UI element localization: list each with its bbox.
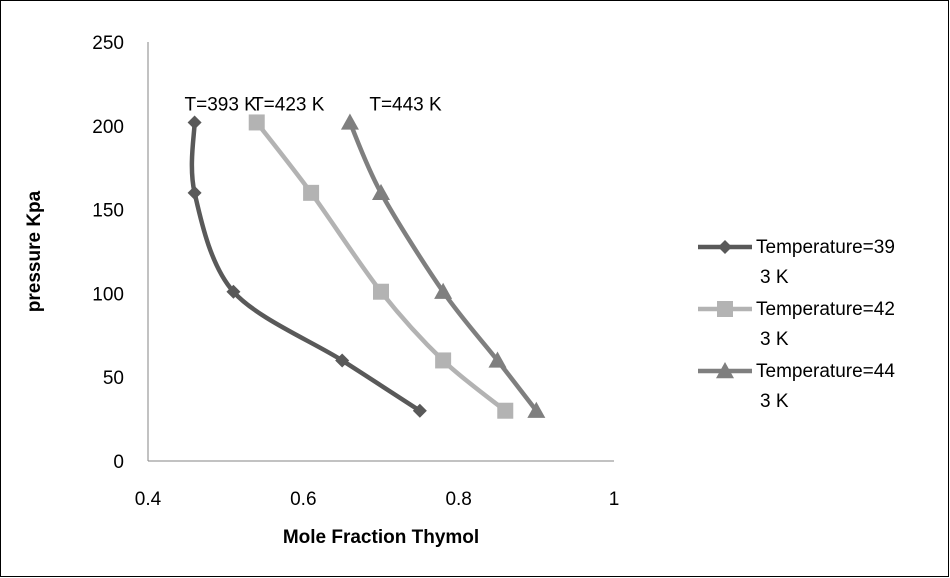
y-tick-label: 0 [113, 452, 124, 473]
y-tick-labels: 0 50 100 150 200 250 [92, 33, 124, 473]
series-annotation: T=423 K [252, 95, 325, 116]
data-point [527, 401, 546, 418]
data-point [248, 114, 265, 131]
series-annotation: T=443 K [369, 95, 442, 116]
legend-marker [718, 240, 732, 254]
legend-label: 3 K [760, 267, 789, 288]
data-point [412, 403, 427, 418]
y-tick-label: 150 [92, 201, 124, 222]
x-tick-label: 0.8 [445, 489, 471, 510]
legend-label: 3 K [760, 329, 789, 350]
legend-label: 3 K [760, 391, 789, 412]
annotations: T=393 KT=423 K T=443 K [185, 95, 443, 116]
data-point [373, 283, 389, 300]
series-0 [187, 115, 427, 418]
y-tick-label: 100 [92, 284, 124, 305]
data-point [187, 115, 202, 130]
legend-marker [716, 362, 734, 379]
legend-label: Temperature=44 [756, 361, 895, 382]
data-point [434, 282, 453, 299]
y-tick-label: 200 [92, 117, 124, 138]
series-1 [248, 114, 514, 419]
series-annotation: T=393 K [185, 95, 258, 116]
y-axis-title: pressure Kpa [24, 190, 45, 312]
x-tick-label: 0.6 [290, 489, 316, 510]
x-tick-label: 0.4 [135, 489, 162, 510]
series-line [254, 120, 508, 413]
series-2 [340, 113, 546, 418]
x-tick-labels: 0.4 0.6 0.8 1 [135, 489, 620, 510]
data-point [303, 184, 320, 201]
data-point [435, 352, 452, 369]
data-point [335, 353, 350, 368]
legend-marker [717, 301, 733, 317]
data-point [488, 351, 507, 368]
data-point [340, 113, 359, 130]
legend-label: Temperature=42 [756, 299, 895, 320]
x-tick-label: 1 [609, 489, 620, 510]
data-point [497, 402, 514, 419]
x-axis-title: Mole Fraction Thymol [283, 527, 479, 548]
y-tick-label: 250 [92, 33, 124, 54]
y-tick-label: 50 [103, 368, 124, 389]
series-layer [187, 113, 546, 419]
series-line [189, 120, 423, 413]
data-point [187, 185, 202, 200]
legend-item: Temperature=39 3 K [698, 237, 895, 288]
legend-item: Temperature=42 3 K [698, 299, 895, 350]
data-point [372, 183, 390, 201]
axes [147, 42, 614, 462]
legend-label: Temperature=39 [756, 237, 895, 258]
legend-item: Temperature=44 3 K [698, 361, 895, 412]
data-point [226, 284, 241, 299]
